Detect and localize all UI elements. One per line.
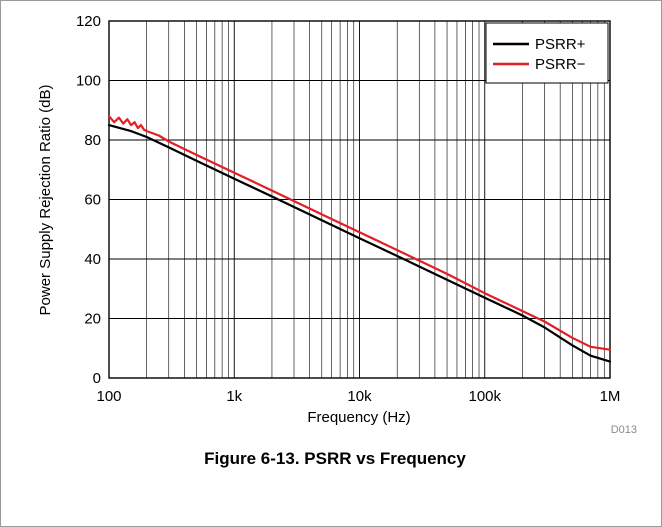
figure-caption: Figure 6-13. PSRR vs Frequency (204, 449, 466, 468)
y-tick-label: 100 (76, 73, 101, 90)
y-tick-labels: 0 20 40 60 80 100 120 (76, 13, 101, 387)
series-lines (107, 115, 612, 363)
x-tick-labels: 100 1k 10k 100k 1M (96, 388, 620, 405)
y-axis-label: Power Supply Rejection Ratio (dB) (37, 85, 54, 316)
series-line-psrr-plus (107, 123, 612, 363)
y-tick-label: 60 (84, 192, 101, 209)
x-tick-label: 1k (226, 388, 242, 405)
y-tick-label: 40 (84, 251, 101, 268)
legend-label-psrr-plus: PSRR+ (535, 36, 586, 53)
y-tick-label: 120 (76, 13, 101, 30)
series-line-psrr-minus (107, 115, 612, 351)
legend-box (485, 22, 609, 84)
plot-area-border (108, 20, 611, 379)
grid (108, 20, 611, 379)
x-axis-label: Frequency (Hz) (307, 409, 410, 426)
legend-label-psrr-minus: PSRR− (535, 56, 586, 73)
x-tick-label: 10k (347, 388, 372, 405)
y-tick-label: 80 (84, 132, 101, 149)
x-tick-label: 1M (600, 388, 621, 405)
x-tick-label: 100k (468, 388, 501, 405)
y-tick-label: 20 (84, 311, 101, 328)
x-tick-label: 100 (96, 388, 121, 405)
figure-code: D013 (611, 424, 637, 436)
legend: PSRR+ PSRR− (485, 22, 609, 84)
y-tick-label: 0 (93, 370, 101, 387)
